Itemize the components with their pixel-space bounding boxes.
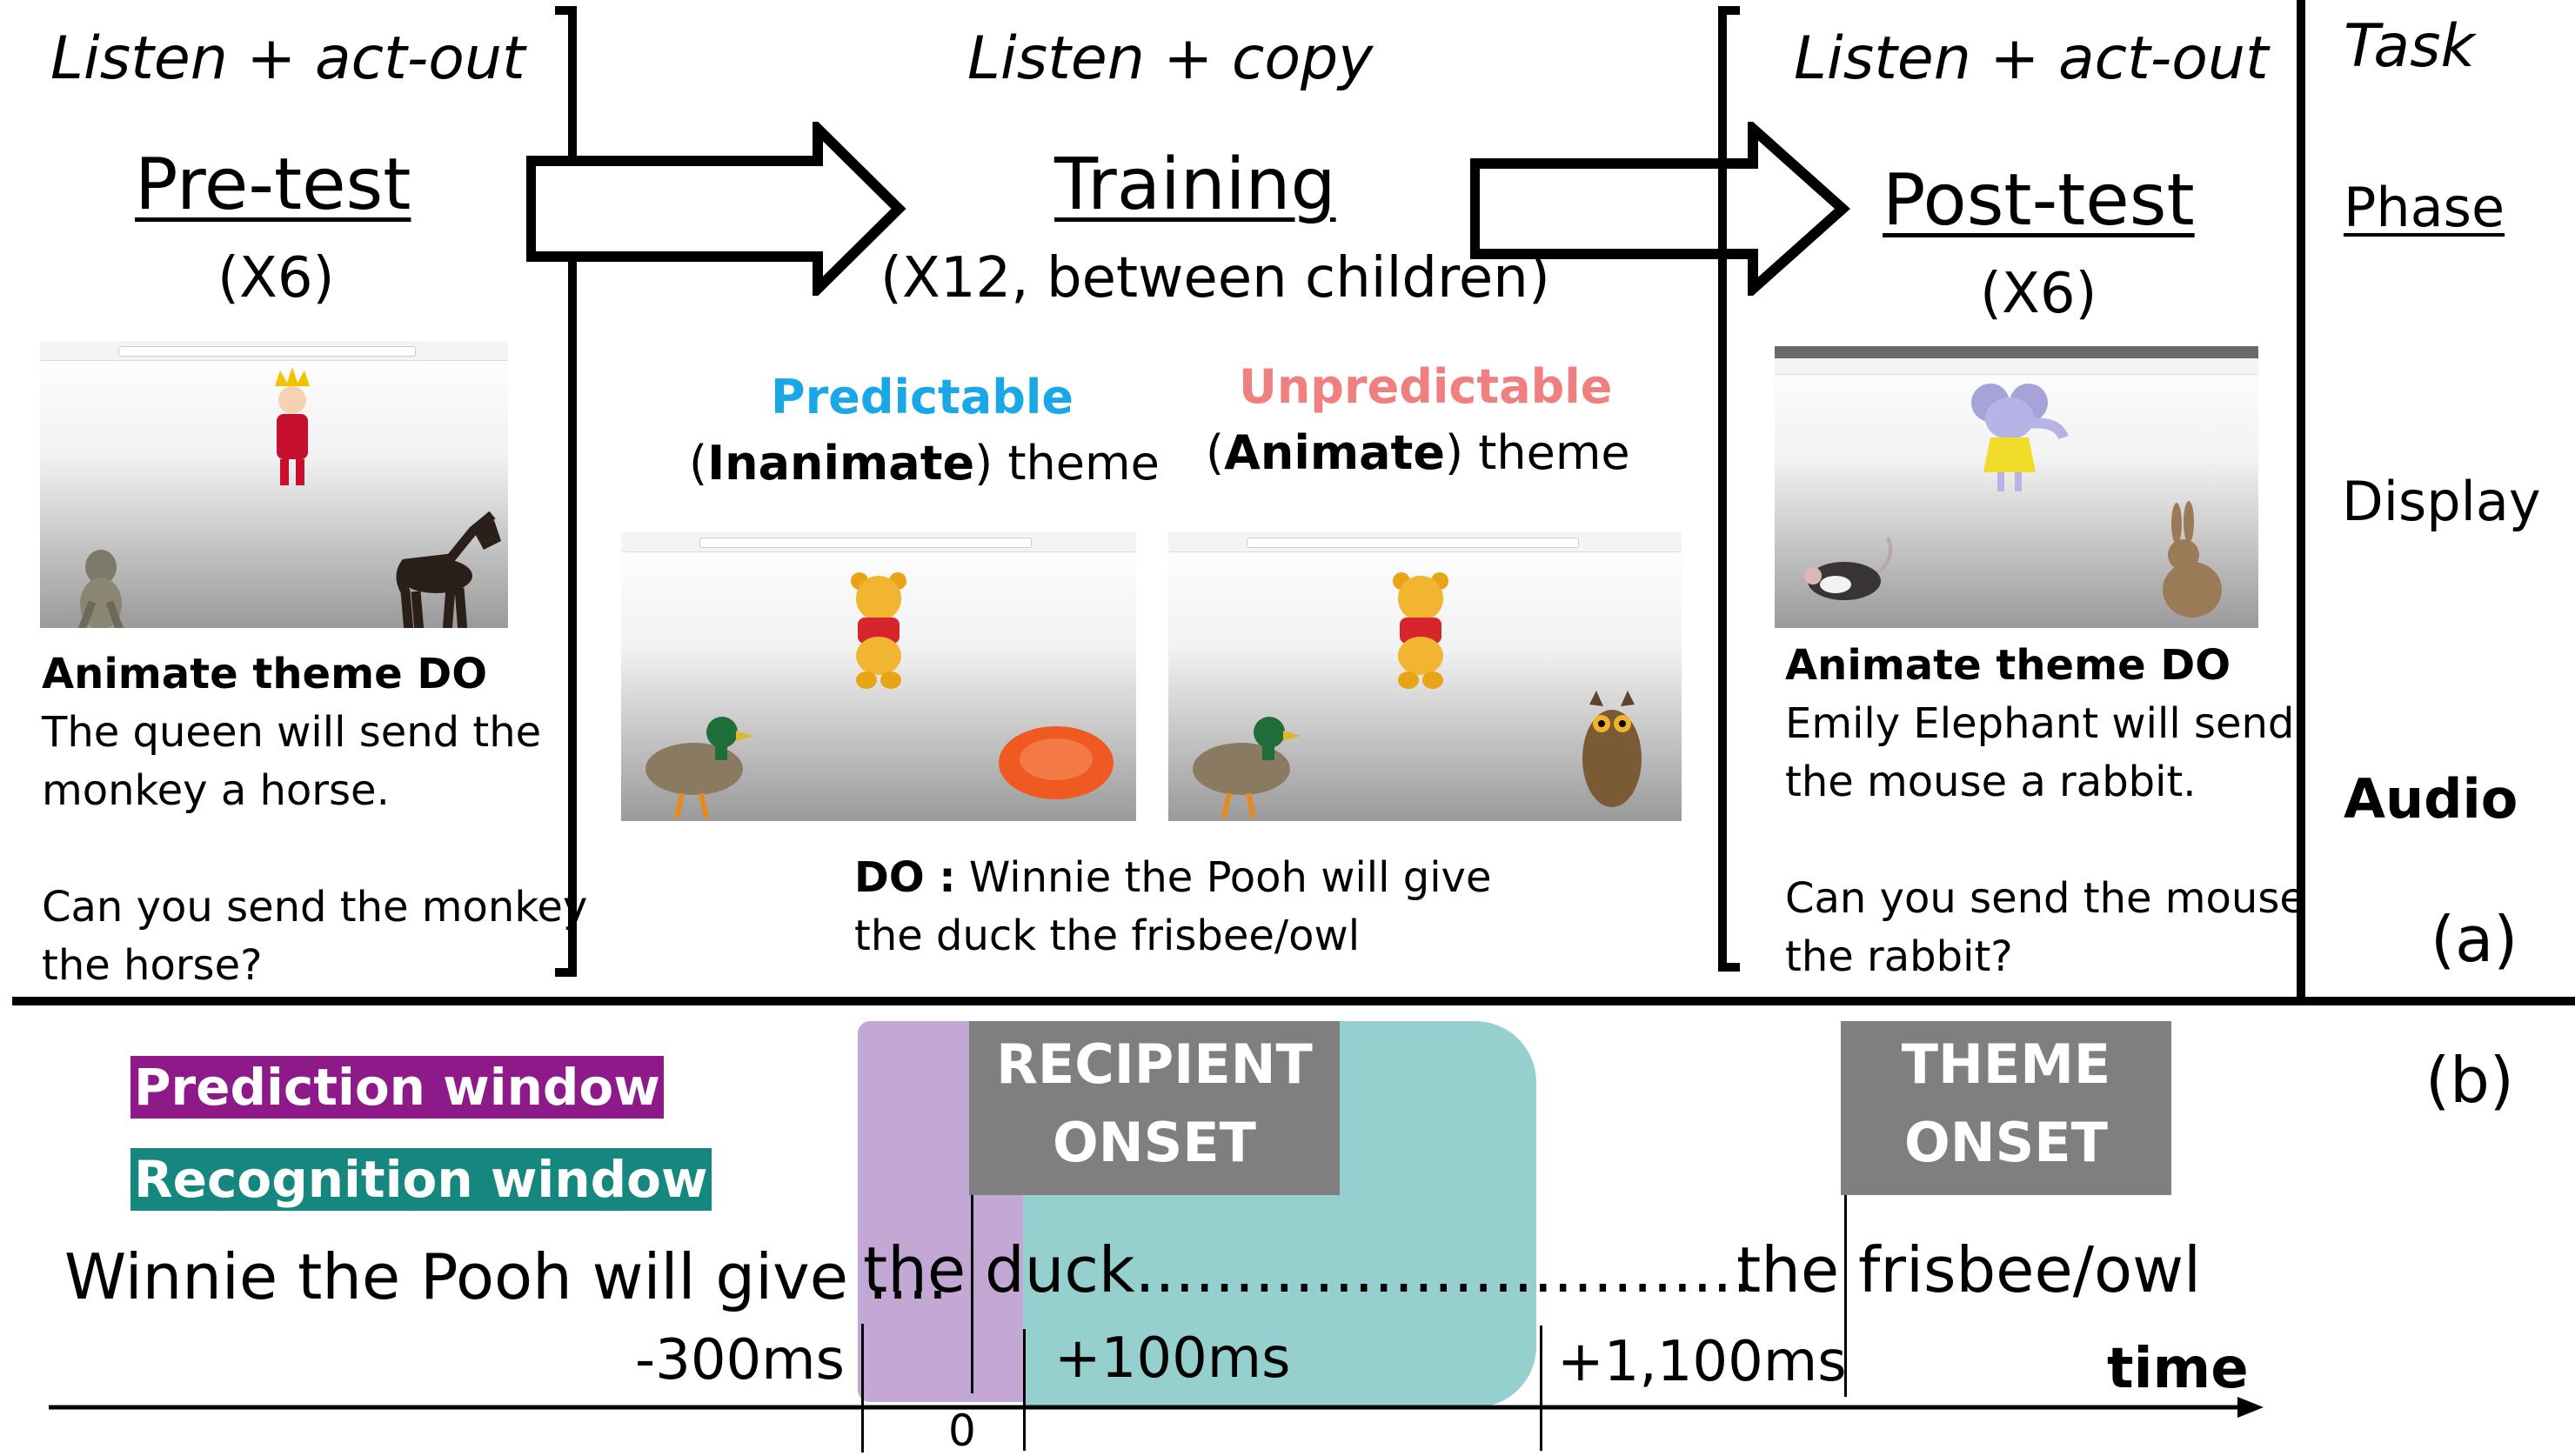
row-label-task: Task <box>2344 12 2475 81</box>
predictable-rest: ) theme <box>974 436 1160 491</box>
label-minus300: -300ms <box>635 1328 845 1393</box>
row-label-phase: Phase <box>2344 176 2505 239</box>
posttest-phase-title: Post-test <box>1883 159 2195 242</box>
training-task: Listen + copy <box>967 24 1374 93</box>
tick-recipient-onset <box>971 1195 973 1393</box>
theme-onset-line2: ONSET <box>1904 1111 2108 1174</box>
pretest-question-line1: Can you send the monkey <box>42 883 588 932</box>
owl-icon <box>1582 691 1642 807</box>
arrow-pretest-to-training <box>526 122 906 296</box>
pretest-audio-line2: monkey a horse. <box>42 766 390 815</box>
rabbit-icon <box>2163 501 2222 618</box>
unpredictable-display <box>1168 532 1682 821</box>
pretest-display <box>40 341 508 628</box>
recipient-onset-line2: ONSET <box>1053 1111 1256 1174</box>
tick-minus300 <box>861 1324 864 1453</box>
pretest-audio-line1: The queen will send the <box>42 708 542 757</box>
browser-toolbar <box>40 341 508 361</box>
posttest-audio: Animate theme DO Emily Elephant will sen… <box>1785 637 2305 986</box>
duck-icon <box>645 717 753 818</box>
queen-icon <box>275 367 310 485</box>
sentence-prefix: Winnie the Pooh will give .... <box>64 1240 948 1313</box>
browser-toolbar <box>1168 532 1682 552</box>
panel-a-label: (a) <box>2431 903 2518 976</box>
browser-tabbar <box>1775 346 2258 358</box>
mouse-icon <box>1804 537 1893 600</box>
pooh-icon <box>851 572 906 689</box>
panel-divider <box>12 997 2575 1005</box>
unpredictable-open: ( <box>1206 425 1225 480</box>
predictable-title: Predictable <box>771 370 1074 424</box>
pretest-reps: (X6) <box>217 246 335 311</box>
panel-b-label: (b) <box>2425 1044 2514 1117</box>
training-audio: DO : Winnie the Pooh will give the duck … <box>854 849 1491 965</box>
pooh-icon <box>1393 572 1448 689</box>
pretest-question-line2: the horse? <box>42 941 263 990</box>
label-plus1100: +1,100ms <box>1557 1330 1847 1394</box>
monkey-icon <box>77 550 124 628</box>
arrow-training-to-posttest <box>1470 122 1851 296</box>
unpredictable-bold: Animate <box>1224 425 1445 480</box>
unpredictable-title: Unpredictable <box>1239 359 1613 414</box>
browser-toolbar <box>621 532 1136 552</box>
frisbee-icon <box>999 726 1114 799</box>
unpredictable-rest: ) theme <box>1444 425 1630 480</box>
row-label-divider <box>2297 0 2305 1002</box>
horse-icon <box>396 511 501 628</box>
sentence-theme: frisbee/owl <box>1858 1233 2201 1306</box>
training-phase-title: Training <box>1054 144 1336 226</box>
pretest-bracket <box>555 6 577 977</box>
pretest-phase-title: Pre-test <box>135 144 411 226</box>
tick-plus100 <box>1023 1329 1026 1451</box>
pretest-task: Listen + act-out <box>50 24 525 93</box>
sentence-duck: duck............................... <box>985 1233 1753 1306</box>
recipient-onset-box: RECIPIENT ONSET <box>969 1021 1340 1195</box>
time-axis-label: time <box>2107 1337 2249 1401</box>
recipient-onset-line1: RECIPIENT <box>996 1032 1313 1096</box>
browser-toolbar <box>1775 358 2258 375</box>
sentence-the: the <box>863 1233 966 1306</box>
label-plus100: +100ms <box>1054 1326 1291 1391</box>
predictable-subtitle: (Inanimate) theme <box>689 440 1160 487</box>
posttest-task: Listen + act-out <box>1794 24 2269 93</box>
pretest-audio: Animate theme DO The queen will send the… <box>42 645 587 995</box>
legend-recognition-window: Recognition window <box>130 1148 712 1211</box>
row-label-display: Display <box>2342 470 2541 533</box>
tick-theme-onset <box>1844 1195 1847 1397</box>
row-label-audio: Audio <box>2344 767 2518 831</box>
label-zero: 0 <box>948 1406 976 1456</box>
posttest-question-line2: the rabbit? <box>1785 932 2013 981</box>
posttest-audio-line2: the mouse a rabbit. <box>1785 758 2197 806</box>
sentence-the-2: the <box>1736 1233 1840 1306</box>
pretest-audio-head: Animate theme DO <box>42 650 487 698</box>
do-line1: Winnie the Pooh will give <box>955 853 1492 902</box>
predictable-open: ( <box>689 436 708 491</box>
do-label: DO : <box>854 853 956 902</box>
do-line2: the duck the frisbee/owl <box>854 912 1361 960</box>
posttest-bracket <box>1718 6 1740 972</box>
predictable-bold: Inanimate <box>707 436 975 491</box>
elephant-icon <box>1971 384 2069 491</box>
posttest-audio-line1: Emily Elephant will send <box>1785 699 2295 748</box>
unpredictable-subtitle: (Animate) theme <box>1206 430 1630 477</box>
duck-icon <box>1193 717 1301 818</box>
posttest-reps: (X6) <box>1980 262 2097 326</box>
predictable-display <box>621 532 1136 821</box>
posttest-question-line1: Can you send the mouse <box>1785 874 2305 923</box>
training-reps: (X12, between children) <box>880 246 1550 311</box>
legend-prediction-window: Prediction window <box>130 1056 664 1119</box>
tick-plus1100 <box>1540 1326 1542 1451</box>
theme-onset-box: THEME ONSET <box>1841 1021 2171 1195</box>
posttest-audio-head: Animate theme DO <box>1785 641 2231 690</box>
theme-onset-line1: THEME <box>1901 1032 2111 1096</box>
posttest-display <box>1775 346 2258 628</box>
time-axis-arrow <box>49 1397 2264 1418</box>
